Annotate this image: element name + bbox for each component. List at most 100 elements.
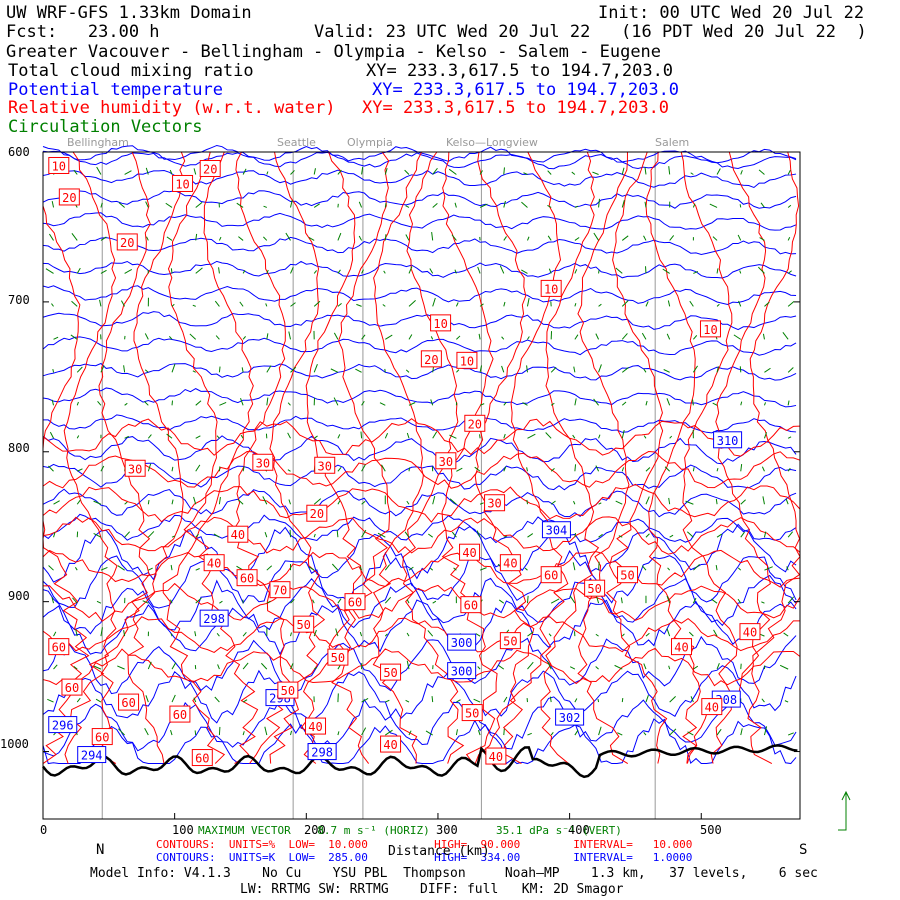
circulation-vector xyxy=(572,434,576,439)
circulation-vector xyxy=(526,499,528,505)
rh-contour-line xyxy=(42,549,801,588)
theta-label: 304 xyxy=(546,524,568,538)
circulation-vector xyxy=(574,464,577,472)
circulation-vector xyxy=(448,168,457,175)
circulation-vector xyxy=(503,236,507,241)
circulation-vector xyxy=(358,235,363,241)
circulation-vector xyxy=(361,400,365,406)
circulation-vector xyxy=(692,399,694,406)
rh-label-box xyxy=(430,314,452,332)
circulation-vector xyxy=(100,202,103,208)
circulation-vector xyxy=(266,333,269,340)
rh-label-box xyxy=(227,525,249,543)
rh-label: 50 xyxy=(383,666,397,680)
rh-label-box xyxy=(305,717,327,735)
circulation-vectors xyxy=(45,166,795,736)
circulation-vector xyxy=(218,236,222,241)
circulation-vector xyxy=(404,531,410,538)
valid-time: Valid: 23 UTC Wed 20 Jul 22 (16 PDT Wed … xyxy=(314,22,867,42)
theta-label: 302 xyxy=(559,711,581,725)
circulation-vector xyxy=(166,236,173,241)
circulation-vector xyxy=(787,531,794,538)
rh-label: 50 xyxy=(620,569,634,583)
circulation-vector xyxy=(358,201,363,208)
circulation-vector xyxy=(71,232,78,241)
circulation-vector xyxy=(171,466,174,472)
circulation-vector xyxy=(381,464,386,472)
circulation-vector xyxy=(621,167,625,175)
theta-contour-line xyxy=(42,635,797,695)
circulation-vector xyxy=(76,435,80,439)
circulation-vector xyxy=(476,530,481,538)
circulation-vector xyxy=(219,401,227,406)
circulation-vector xyxy=(716,468,719,472)
circulation-vector xyxy=(408,566,414,571)
circulation-vector xyxy=(428,533,433,538)
rh-label: 30 xyxy=(256,456,270,470)
circulation-vector xyxy=(473,698,481,703)
circulation-vector xyxy=(739,270,742,274)
circulation-vector xyxy=(598,561,600,571)
circulation-vector xyxy=(76,697,81,703)
forecast-hour: Fcst: 23.00 h xyxy=(6,22,160,42)
rh-contour-line xyxy=(63,151,118,764)
circulation-vector xyxy=(336,530,339,538)
circulation-vector xyxy=(313,203,320,208)
circulation-vector xyxy=(171,499,174,505)
circulation-vector xyxy=(645,301,649,307)
circulation-vector xyxy=(645,533,650,538)
circulation-vector xyxy=(737,234,742,241)
circulation-vector xyxy=(53,336,59,340)
circulation-vector xyxy=(716,728,722,736)
circulation-vector xyxy=(53,664,58,670)
circulation-vector xyxy=(456,467,463,472)
rh-label: 40 xyxy=(743,626,757,640)
circulation-vector xyxy=(574,533,577,538)
rh-label: 40 xyxy=(308,720,322,734)
circulation-vector xyxy=(762,496,765,505)
circulation-vector xyxy=(383,270,386,274)
circulation-vector xyxy=(214,696,220,703)
rh-contour-line xyxy=(269,151,326,764)
rh-label-box xyxy=(118,693,140,711)
circulation-vector xyxy=(242,699,248,703)
circulation-vector xyxy=(384,564,391,571)
circulation-vector xyxy=(453,567,457,571)
circulation-vector xyxy=(53,532,56,538)
circulation-vector xyxy=(145,695,149,703)
circulation-vector xyxy=(621,429,625,439)
circulation-vector xyxy=(237,499,244,505)
rh-label-box xyxy=(459,543,481,561)
circulation-vector xyxy=(264,726,268,736)
rh-label: 10 xyxy=(703,323,717,337)
circulation-vector xyxy=(645,632,650,637)
circulation-vector xyxy=(669,728,677,736)
circulation-vector xyxy=(614,664,623,670)
circulation-vector xyxy=(456,369,460,373)
x-tick-label: 400 xyxy=(568,823,590,837)
circulation-vector xyxy=(265,303,268,307)
circulation-vector xyxy=(621,467,625,472)
circulation-vector xyxy=(527,732,532,736)
theta-contour-line xyxy=(42,549,797,609)
theta-label-box xyxy=(541,521,571,539)
circulation-vector xyxy=(195,233,198,241)
circulation-vector xyxy=(192,304,196,307)
rh-label-box xyxy=(61,678,83,696)
circulation-vector xyxy=(118,202,125,208)
rh-label-box xyxy=(306,504,328,522)
circulation-vector xyxy=(527,533,534,538)
rh-label-box xyxy=(48,156,70,174)
circulation-vector xyxy=(405,369,410,373)
circulation-vector xyxy=(242,336,246,340)
circulation-vector xyxy=(355,368,362,373)
circulation-vector xyxy=(218,366,221,373)
circulation-vector xyxy=(662,268,670,274)
circulation-vector xyxy=(313,533,316,538)
terrain-line xyxy=(42,744,798,779)
circulation-vector xyxy=(385,334,393,340)
theta-label: 310 xyxy=(717,434,739,448)
circulation-vector xyxy=(337,731,340,736)
x-axis-label: Distance (km) xyxy=(388,844,490,859)
circulation-vector xyxy=(290,663,294,670)
